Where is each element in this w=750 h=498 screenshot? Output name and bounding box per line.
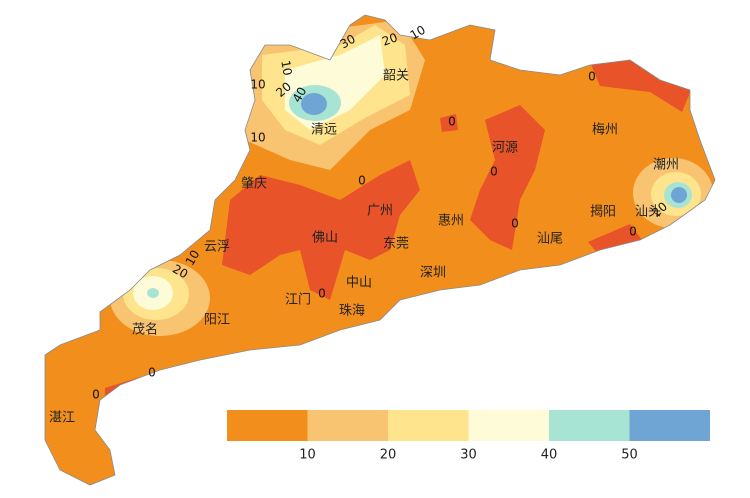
- contour-label: 10: [278, 59, 294, 76]
- contour-label: 40: [290, 85, 310, 105]
- contour-label: 10: [408, 23, 428, 43]
- city-label: 惠州: [438, 214, 464, 229]
- contour-label: 0: [588, 70, 596, 84]
- contour-label: 0: [318, 287, 326, 301]
- city-label: 阳江: [204, 313, 230, 328]
- contour-label: 0: [448, 115, 456, 129]
- city-label: 东莞: [383, 237, 409, 252]
- city-label: 汕头: [635, 205, 661, 220]
- city-label: 肇庆: [241, 177, 267, 192]
- city-label: 梅州: [592, 123, 618, 138]
- contour-label: 10: [183, 248, 203, 268]
- city-label: 湛江: [49, 411, 75, 426]
- contour-label: 0: [490, 165, 498, 179]
- contour-label: 0: [358, 174, 366, 188]
- contour-label: 0: [148, 366, 156, 380]
- city-label: 珠海: [339, 304, 365, 319]
- city-label: 江门: [285, 293, 311, 308]
- city-label: 深圳: [420, 266, 446, 281]
- legend-tick-label: 30: [460, 448, 477, 463]
- contour-label: 20: [170, 262, 190, 282]
- city-label: 汕尾: [537, 232, 563, 247]
- legend-swatch: [388, 410, 469, 441]
- legend-swatch: [549, 410, 630, 441]
- city-label: 佛山: [312, 231, 338, 246]
- legend: 10 20 30 40 50: [227, 410, 710, 463]
- city-label: 揭阳: [590, 205, 616, 220]
- city-label: 潮州: [653, 158, 679, 173]
- legend-swatch: [629, 410, 710, 441]
- legend-tick-label: 10: [299, 448, 316, 463]
- city-label: 云浮: [204, 240, 230, 255]
- legend-tick-label: 50: [621, 448, 638, 463]
- legend-tick-label: 40: [541, 448, 558, 463]
- province-outline: [44, 14, 716, 486]
- legend-swatch: [227, 410, 308, 441]
- legend-swatch: [307, 410, 388, 441]
- contour-label: 0: [92, 388, 100, 402]
- city-label: 茂名: [132, 322, 158, 338]
- city-label: 韶关: [383, 68, 409, 84]
- city-label: 河源: [492, 141, 518, 156]
- contour-label: 0: [511, 217, 519, 231]
- city-label: 中山: [346, 276, 372, 291]
- contour-label: 30: [338, 32, 358, 52]
- legend-swatch: [468, 410, 549, 441]
- contour-label: 20: [380, 30, 399, 48]
- contour-label: 10: [250, 131, 265, 145]
- contour-label: 10: [250, 78, 265, 92]
- city-label: 清远: [311, 123, 337, 138]
- city-label: 广州: [367, 204, 393, 219]
- legend-tick-label: 20: [380, 448, 397, 463]
- contour-label: 0: [629, 225, 637, 239]
